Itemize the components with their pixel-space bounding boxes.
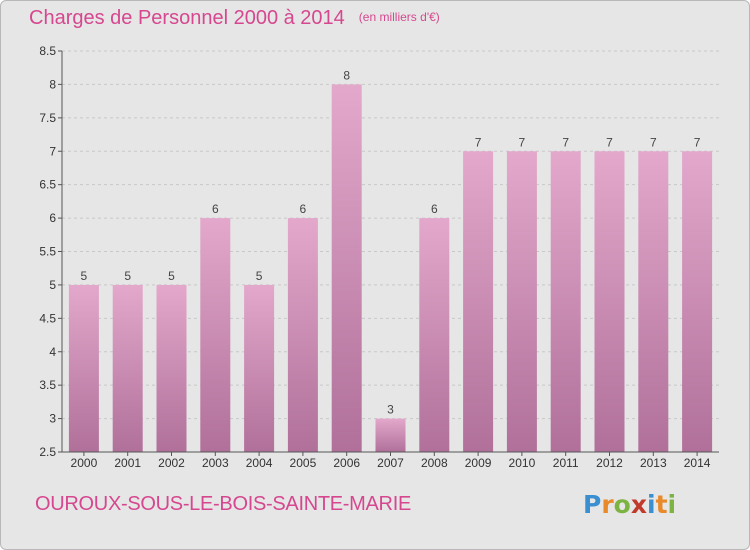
bar-2014	[682, 151, 713, 452]
x-tick-label: 2011	[553, 456, 579, 470]
data-label: 7	[650, 135, 657, 149]
bar-2002	[156, 284, 187, 452]
logo-letter: x	[630, 490, 647, 519]
data-label: 6	[431, 202, 438, 216]
bar-2009	[463, 151, 494, 452]
bar-2003	[200, 218, 231, 452]
x-tick-label: 2008	[421, 456, 448, 470]
bar-2004	[244, 284, 275, 452]
bar-2011	[550, 151, 581, 452]
y-tick-label: 4.5	[39, 311, 56, 325]
chart-title-text: Charges de Personnel 2000 à 2014	[29, 7, 345, 29]
y-tick-label: 6	[49, 211, 56, 225]
logo-letter: r	[601, 490, 614, 519]
data-label: 7	[519, 135, 526, 149]
data-label: 6	[300, 202, 307, 216]
y-tick-label: 5.5	[39, 245, 56, 259]
data-label: 7	[475, 135, 482, 149]
x-tick-label: 2014	[684, 456, 711, 470]
chart-title: Charges de Personnel 2000 à 2014 (en mill…	[29, 7, 440, 30]
logo-letter: i	[667, 490, 677, 519]
x-tick-label: 2007	[377, 456, 404, 470]
bar-2001	[112, 284, 143, 452]
bar-2013	[638, 151, 669, 452]
data-label: 5	[256, 269, 263, 283]
bar-2007	[375, 418, 406, 452]
logo-letter: P	[583, 490, 602, 519]
x-tick-label: 2005	[290, 456, 317, 470]
bar-2000	[68, 284, 99, 452]
proxiti-logo: Proxiti	[583, 490, 676, 519]
bar-2008	[419, 218, 450, 452]
municipality-name: OUROUX-SOUS-LE-BOIS-SAINTE-MARIE	[35, 493, 411, 515]
data-label: 8	[343, 68, 350, 82]
data-label: 3	[387, 403, 394, 417]
logo-letter: t	[655, 490, 668, 519]
y-tick-label: 3.5	[39, 378, 56, 392]
bar-2006	[331, 84, 362, 453]
x-tick-label: 2006	[333, 456, 360, 470]
y-tick-label: 6.5	[39, 178, 56, 192]
data-label: 6	[212, 202, 219, 216]
y-tick-label: 3	[49, 412, 56, 426]
y-tick-label: 7.5	[39, 111, 56, 125]
y-tick-label: 8.5	[39, 44, 56, 58]
x-tick-label: 2009	[465, 456, 492, 470]
chart-subtitle: (en milliers d'€)	[358, 10, 440, 24]
axes: 2.5 3 3.5 4 4.5 5 5.5 6 6.5 7 7.5 8 8.5 2000 2001 2002 2…	[39, 44, 719, 470]
y-tick-label: 2.5	[39, 445, 56, 459]
x-tick-label: 2012	[596, 456, 623, 470]
data-label: 5	[124, 269, 131, 283]
bar-2012	[594, 151, 625, 452]
y-tick-label: 8	[49, 77, 56, 91]
y-tick-label: 4	[49, 345, 56, 359]
x-tick-label: 2000	[71, 456, 98, 470]
logo-letter: o	[613, 490, 631, 519]
x-tick-label: 2013	[640, 456, 667, 470]
bar-2005	[287, 218, 318, 452]
data-label: 5	[81, 269, 88, 283]
y-tick-label: 5	[49, 278, 56, 292]
bars	[68, 84, 713, 453]
logo-letter: i	[647, 490, 656, 519]
data-labels: 5 5 5 6 5 6 8 3 6 7 7 7 7 7 7	[81, 68, 701, 416]
data-label: 5	[168, 269, 175, 283]
x-tick-label: 2004	[246, 456, 273, 470]
data-label: 7	[606, 135, 613, 149]
y-tick-label: 7	[49, 144, 56, 158]
bar-2010	[506, 151, 537, 452]
x-tick-label: 2010	[509, 456, 536, 470]
data-label: 7	[694, 135, 701, 149]
data-label: 7	[562, 135, 569, 149]
x-tick-label: 2002	[158, 456, 185, 470]
x-tick-label: 2001	[114, 456, 141, 470]
x-tick-label: 2003	[202, 456, 229, 470]
